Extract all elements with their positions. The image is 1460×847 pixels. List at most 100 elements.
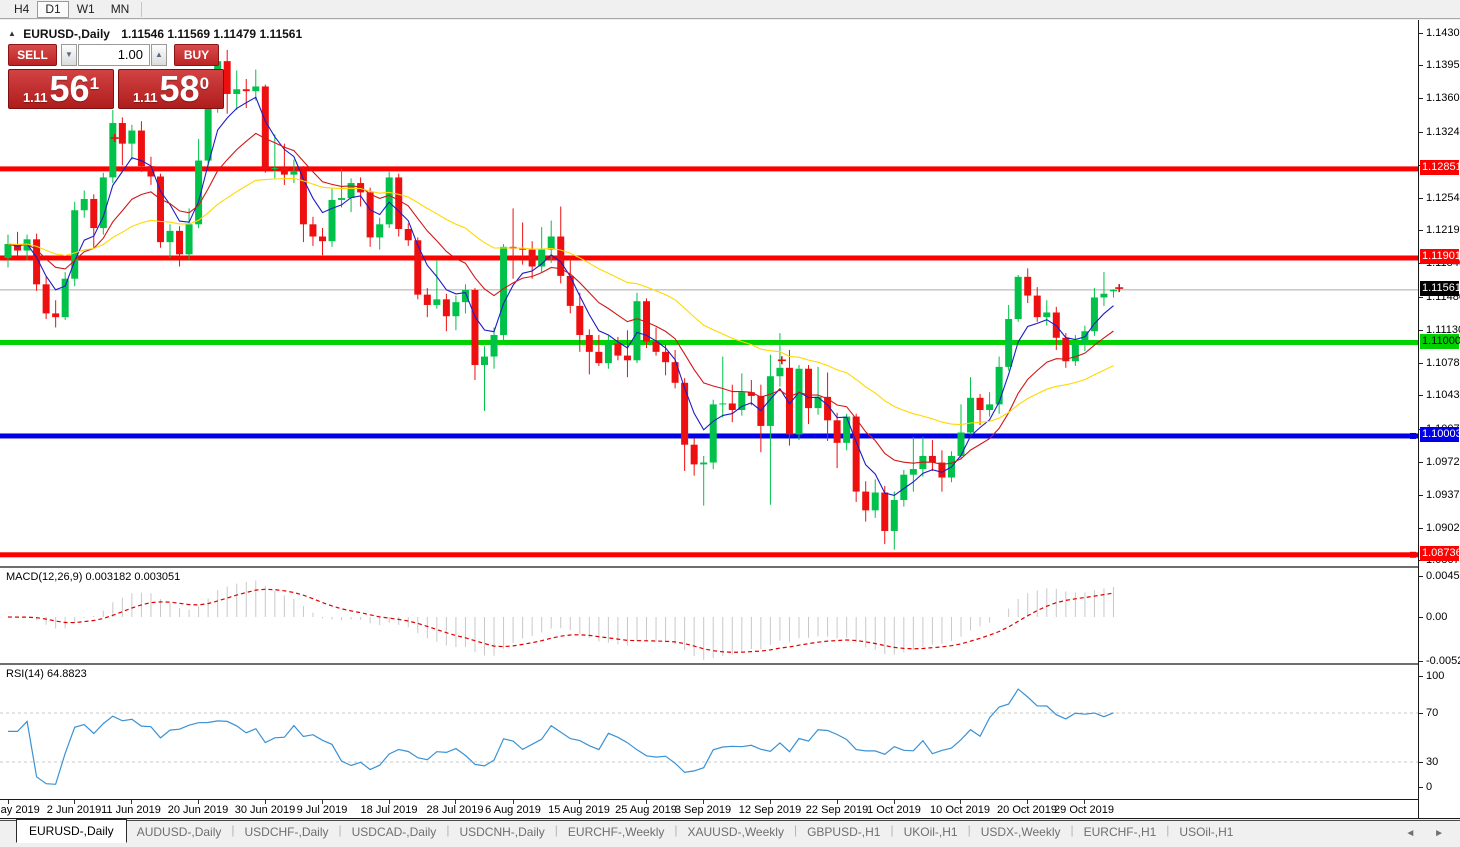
chart-tab-usdcnh-daily[interactable]: USDCNH-,Daily — [459, 825, 545, 839]
sell-button[interactable]: SELL — [8, 44, 57, 66]
rsi-canvas — [0, 688, 1418, 785]
tab-scroll-arrows[interactable]: ◄ ► — [1405, 828, 1452, 839]
date-tick — [1084, 800, 1085, 804]
horizontal-line-1.08736 — [0, 552, 1418, 558]
divider — [0, 799, 1418, 800]
moving-average-fast — [7, 96, 1114, 496]
macd-tick-label: 0.004536 — [1426, 570, 1460, 582]
window-border — [0, 818, 1460, 819]
date-tick — [646, 800, 647, 804]
price-tick-label: 1.12190 — [1426, 224, 1460, 236]
timeframe-button-d1[interactable]: D1 — [37, 0, 69, 18]
chart-tab-gbpusd-h1[interactable]: GBPUSD-,H1 — [807, 825, 881, 839]
macd-indicator-pane[interactable]: MACD(12,26,9) 0.003182 0.003051 — [0, 568, 1418, 663]
price-tick-label: 1.09370 — [1426, 489, 1460, 501]
tab-next-icon: ► — [1434, 828, 1452, 839]
candlestick-canvas[interactable] — [0, 20, 1418, 566]
timeframe-button-w1[interactable]: W1 — [76, 1, 95, 16]
date-label: 20 Jun 2019 — [167, 804, 229, 816]
price-tick — [1419, 198, 1423, 199]
price-level-tag: 1.11901 — [1420, 249, 1460, 264]
price-tick — [1419, 528, 1423, 529]
collapse-icon[interactable]: ▲ — [8, 29, 16, 38]
ask-pipette: 0 — [199, 74, 210, 93]
bid-price-button[interactable]: 1.11 56 1 — [8, 69, 114, 109]
price-axis[interactable]: 1.143001.139501.136001.132401.128901.125… — [1418, 20, 1460, 818]
chart-tab-eurusd-daily[interactable]: EURUSD-,Daily — [16, 819, 127, 843]
chart-tab-bar: EURUSD-,Daily AUDUSD-,Daily | USDCHF-,Daily… — [0, 819, 1460, 847]
date-tick — [8, 800, 9, 804]
chart-tab-eurchf-h1[interactable]: EURCHF-,H1 — [1083, 825, 1157, 839]
date-tick — [131, 800, 132, 804]
date-label: 15 Aug 2019 — [548, 804, 610, 816]
price-tick — [1419, 33, 1423, 34]
pane-splitter[interactable] — [0, 663, 1418, 665]
rsi-tick — [1419, 762, 1423, 763]
chart-window: ▲ EURUSD-,Daily 1.11546 1.11569 1.11479 … — [0, 20, 1460, 819]
rsi-indicator-pane[interactable]: RSI(14) 64.8823 — [0, 665, 1418, 799]
volume-up-button[interactable]: ▲ — [151, 44, 167, 66]
price-tick-label: 1.11130 — [1426, 324, 1460, 336]
chart-tab-usdchf-daily[interactable]: USDCHF-,Daily — [244, 825, 329, 839]
tab-separator: | — [793, 823, 798, 837]
price-level-tag: 1.12851 — [1420, 160, 1460, 175]
date-label: 12 Sep 2019 — [738, 804, 802, 816]
chart-ohlc-values: 1.11546 1.11569 1.11479 1.11561 — [121, 27, 303, 41]
tab-separator: | — [1070, 823, 1074, 837]
date-label: 10 Oct 2019 — [930, 804, 990, 816]
chart-tab-eurchf-weekly[interactable]: EURCHF-,Weekly — [567, 825, 665, 839]
price-chart-pane[interactable]: ▲ EURUSD-,Daily 1.11546 1.11569 1.11479 … — [0, 20, 1418, 566]
price-tick-label: 1.13600 — [1426, 92, 1460, 104]
macd-tick — [1419, 617, 1423, 618]
tab-separator: | — [338, 823, 342, 837]
rsi-tick-label: 0 — [1426, 781, 1433, 793]
macd-tick — [1419, 661, 1423, 662]
horizontal-line-1.10003 — [0, 433, 1418, 439]
date-tick — [770, 800, 771, 804]
date-label: 22 Sep 2019 — [805, 804, 869, 816]
chart-tab-usdx-weekly[interactable]: USDX-,Weekly — [980, 825, 1061, 839]
tab-separator: | — [554, 823, 558, 837]
macd-label: MACD(12,26,9) 0.003182 0.003051 — [6, 571, 181, 583]
date-label: 11 Jun 2019 — [101, 804, 161, 816]
timeframe-button-mn[interactable]: MN — [110, 1, 130, 16]
chart-tab-usoil-h1[interactable]: USOil-,H1 — [1179, 825, 1234, 839]
price-level-tag: 1.11000 — [1420, 334, 1460, 349]
date-label: 30 Jun 2019 — [234, 804, 296, 816]
current-price-tag: 1.11561 — [1420, 281, 1460, 296]
chart-tab-ukoil-h1[interactable]: UKOil-,H1 — [903, 825, 958, 839]
date-label: 3 Sep 2019 — [674, 804, 732, 816]
price-tick-label: 1.10430 — [1426, 389, 1460, 401]
price-tick-label: 1.12540 — [1426, 192, 1460, 204]
volume-down-button[interactable]: ▼ — [61, 44, 77, 66]
price-tick-label: 1.09720 — [1426, 456, 1460, 468]
tab-separator: | — [674, 823, 678, 837]
ask-price-button[interactable]: 1.11 58 0 — [118, 69, 224, 109]
chart-tab-xauusd-weekly[interactable]: XAUUSD-,Weekly — [687, 825, 784, 839]
price-tick — [1419, 395, 1423, 396]
price-tick — [1419, 462, 1423, 463]
rsi-line — [8, 688, 1114, 785]
cross-marker — [1115, 284, 1124, 293]
chart-tab-audusd-daily[interactable]: AUDUSD-,Daily — [136, 825, 222, 839]
volume-input[interactable]: 1.00 — [78, 44, 150, 66]
tab-prev-icon: ◄ — [1405, 828, 1424, 839]
horizontal-line-1.11901 — [0, 255, 1418, 261]
timeframe-button-h4[interactable]: H4 — [14, 1, 30, 16]
bid-pipette: 1 — [89, 74, 100, 93]
rsi-tick-label: 30 — [1426, 756, 1439, 768]
price-tick-label: 1.10780 — [1426, 357, 1460, 369]
chart-title: ▲ EURUSD-,Daily 1.11546 1.11569 1.11479 … — [8, 27, 302, 41]
price-tick — [1419, 65, 1423, 66]
buy-button[interactable]: BUY — [174, 44, 219, 66]
line-handle — [1410, 432, 1416, 439]
chart-tab-usdcad-daily[interactable]: USDCAD-,Daily — [351, 825, 437, 839]
date-label: 6 Aug 2019 — [485, 804, 541, 816]
ask-big-digits: 58 — [159, 68, 200, 109]
horizontal-line-1.11000 — [0, 339, 1418, 345]
pane-splitter[interactable] — [0, 566, 1418, 568]
bid-big-digits: 56 — [49, 68, 90, 109]
date-label: 23 May 2019 — [0, 804, 40, 816]
date-tick — [1027, 800, 1028, 804]
